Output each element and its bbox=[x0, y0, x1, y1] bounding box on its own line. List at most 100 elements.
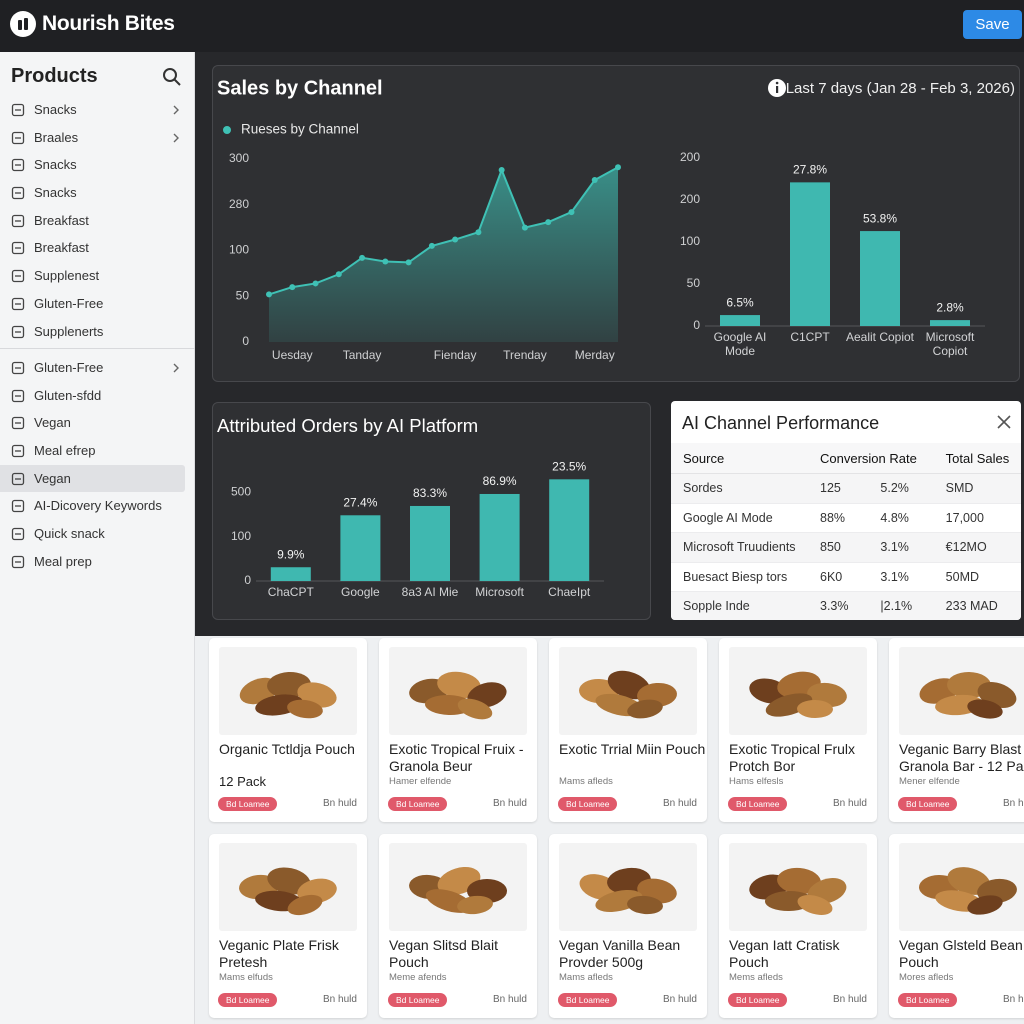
product-status: Bn huld bbox=[663, 994, 697, 1005]
dashboard: Sales by Channel Last 7 days (Jan 28 - Fe… bbox=[195, 52, 1024, 636]
product-grid: Organic Tctldja Pouch 12 Pack Bd Loamee Bn … bbox=[195, 636, 1024, 1024]
icon-shape bbox=[11, 297, 25, 310]
icon-shape bbox=[11, 131, 25, 144]
product-card[interactable]: Vegan Slitsd Blait Pouch Meme afends Bd Lo… bbox=[379, 834, 537, 1018]
y-tick-label: 0 bbox=[693, 318, 700, 332]
product-name: Exotic Tropical Fruix - Granola Beur bbox=[389, 741, 524, 774]
product-card[interactable]: Exotic Tropical Fruix - Granola Beur Hame… bbox=[379, 638, 537, 822]
snack-piece bbox=[777, 867, 821, 895]
icon-shape bbox=[11, 472, 25, 485]
product-name: Vegan Iatt Cratisk Pouch bbox=[729, 937, 840, 970]
product-card[interactable]: Veganic Barry Blast Granola Bar - 12 Pac… bbox=[889, 638, 1024, 822]
x-tick-label: Uesday bbox=[272, 348, 313, 362]
y-tick-label: 280 bbox=[229, 197, 249, 211]
nav-item[interactable]: Supplenerts bbox=[0, 318, 185, 346]
nav-item[interactable]: Gluten-sfdd bbox=[0, 382, 185, 410]
column-header: Conversion Rate bbox=[808, 443, 934, 474]
y-tick-label: 50 bbox=[687, 276, 701, 290]
product-subtitle: Hams elfesls bbox=[729, 776, 784, 787]
table-row: Buesact Biesp tors 6K0 3.1% 50MD bbox=[671, 562, 1021, 592]
product-badge: Bd Loamee bbox=[898, 797, 958, 811]
nav-item[interactable]: Snacks bbox=[0, 96, 185, 124]
product-subtitle: Mores afleds bbox=[899, 972, 954, 983]
x-tick-label: Aealit Copiot bbox=[845, 330, 915, 344]
brand: Nourish Bites bbox=[42, 12, 175, 35]
nav-item[interactable]: Meal prep bbox=[0, 548, 185, 576]
nav-icon bbox=[11, 444, 25, 458]
nav-item[interactable]: Breakfast bbox=[0, 234, 185, 262]
y-tick-label: 100 bbox=[231, 529, 251, 543]
nav-icon bbox=[11, 389, 25, 402]
nav-icon bbox=[11, 269, 25, 283]
x-tick-label: ChaCPT bbox=[267, 585, 314, 599]
table-cell: 5.2% bbox=[868, 473, 934, 504]
product-badge: Bd Loamee bbox=[218, 797, 278, 811]
nav-item[interactable]: Braales bbox=[0, 124, 185, 152]
product-card[interactable]: Vegan Glsteld Bean Pouch Mores afleds Bd L… bbox=[889, 834, 1024, 1018]
table-cell: 4.8% bbox=[868, 503, 934, 533]
bar-annotation: 27.8% bbox=[793, 163, 827, 177]
nav-icon bbox=[11, 527, 25, 541]
save-button[interactable]: Save bbox=[963, 10, 1022, 39]
bar bbox=[479, 493, 520, 581]
nav-item[interactable]: Meal efrep bbox=[0, 437, 185, 465]
product-badge: Bd Loamee bbox=[388, 993, 448, 1007]
table-cell: 125 bbox=[808, 473, 869, 504]
nav-item[interactable]: Breakfast bbox=[0, 207, 185, 235]
chevron-shape bbox=[173, 105, 179, 115]
x-tick-label: Microsoft bbox=[475, 585, 524, 599]
product-card[interactable]: Organic Tctldja Pouch 12 Pack Bd Loamee Bn … bbox=[209, 638, 367, 822]
table-row: Sordes 125 5.2% SMD bbox=[671, 473, 1021, 504]
product-card[interactable]: Exotic Trrial Miin Pouch Mams afleds Bd Lo… bbox=[549, 638, 707, 822]
x-label-box: ChaCPT bbox=[267, 585, 314, 599]
table-row: Sopple Inde 3.3% |2.1% 233 MAD bbox=[671, 591, 1021, 620]
column-header: Source bbox=[671, 443, 808, 474]
sidebar: Products Snacks Braales Snacks Snacks Breakf… bbox=[0, 52, 195, 1024]
close-icon[interactable] bbox=[997, 415, 1011, 429]
table-row: Google AI Mode 88% 4.8% 17,000 bbox=[671, 503, 1021, 533]
x-tick-label: Microsoft Copiot bbox=[925, 330, 975, 358]
product-card[interactable]: Exotic Tropical Frulx Protch Bor Hams elf… bbox=[719, 638, 877, 822]
product-image bbox=[389, 843, 527, 931]
nav-label: Gluten-Free bbox=[34, 360, 104, 375]
product-subtitle: Mener elfende bbox=[899, 776, 960, 787]
performance-table: Source Conversion Rate Total Sales Sordes 12… bbox=[671, 443, 1021, 620]
nav-icon bbox=[11, 555, 25, 568]
bar bbox=[340, 515, 381, 581]
nav-icon bbox=[11, 472, 25, 485]
nav-item[interactable]: Supplenest bbox=[0, 262, 185, 290]
y-tick-label: 500 bbox=[231, 484, 251, 498]
nav-item[interactable]: Snacks bbox=[0, 179, 185, 207]
nav-item[interactable]: Snacks bbox=[0, 151, 185, 179]
nav-item[interactable]: Quick snack bbox=[0, 520, 185, 548]
nav-icon bbox=[11, 417, 25, 430]
bar bbox=[549, 479, 590, 581]
table-cell: 17,000 bbox=[933, 503, 1021, 533]
icon-shape bbox=[11, 214, 25, 227]
nav-item[interactable]: Vegan bbox=[0, 464, 185, 493]
x-label-box: Google AI Mode bbox=[714, 330, 767, 358]
nav-label: Supplenerts bbox=[34, 323, 104, 339]
icon-shape bbox=[11, 555, 25, 568]
product-photo bbox=[579, 867, 677, 915]
bar bbox=[410, 505, 450, 581]
product-card[interactable]: Vegan Vanilla Bean Provder 500g Mams afle… bbox=[549, 834, 707, 1018]
nav-item[interactable]: Gluten-Free bbox=[0, 354, 185, 382]
snack-piece bbox=[797, 895, 833, 915]
area bbox=[269, 167, 618, 342]
search-icon[interactable] bbox=[162, 67, 182, 87]
nav-item[interactable]: Vegan bbox=[0, 409, 185, 437]
product-card[interactable]: Vegan Iatt Cratisk Pouch Mems afleds Bd Lo… bbox=[719, 834, 877, 1018]
product-photo bbox=[239, 867, 337, 916]
table-cell: 3.1% bbox=[868, 562, 934, 592]
table-cell: Sordes bbox=[671, 473, 808, 504]
table-cell: 3.1% bbox=[868, 532, 934, 563]
sidebar-title: Products bbox=[11, 65, 98, 87]
product-card[interactable]: Veganic Plate Frisk Pretesh Mams elfuds Bd… bbox=[209, 834, 367, 1018]
nav-item[interactable]: AI-Dicovery Keywords bbox=[0, 492, 185, 520]
product-badge: Bd Loamee bbox=[558, 993, 618, 1007]
nav-item[interactable]: Gluten-Free bbox=[0, 290, 185, 318]
x-label-box: Microsoft Copiot bbox=[925, 330, 975, 358]
product-photo bbox=[409, 867, 507, 915]
